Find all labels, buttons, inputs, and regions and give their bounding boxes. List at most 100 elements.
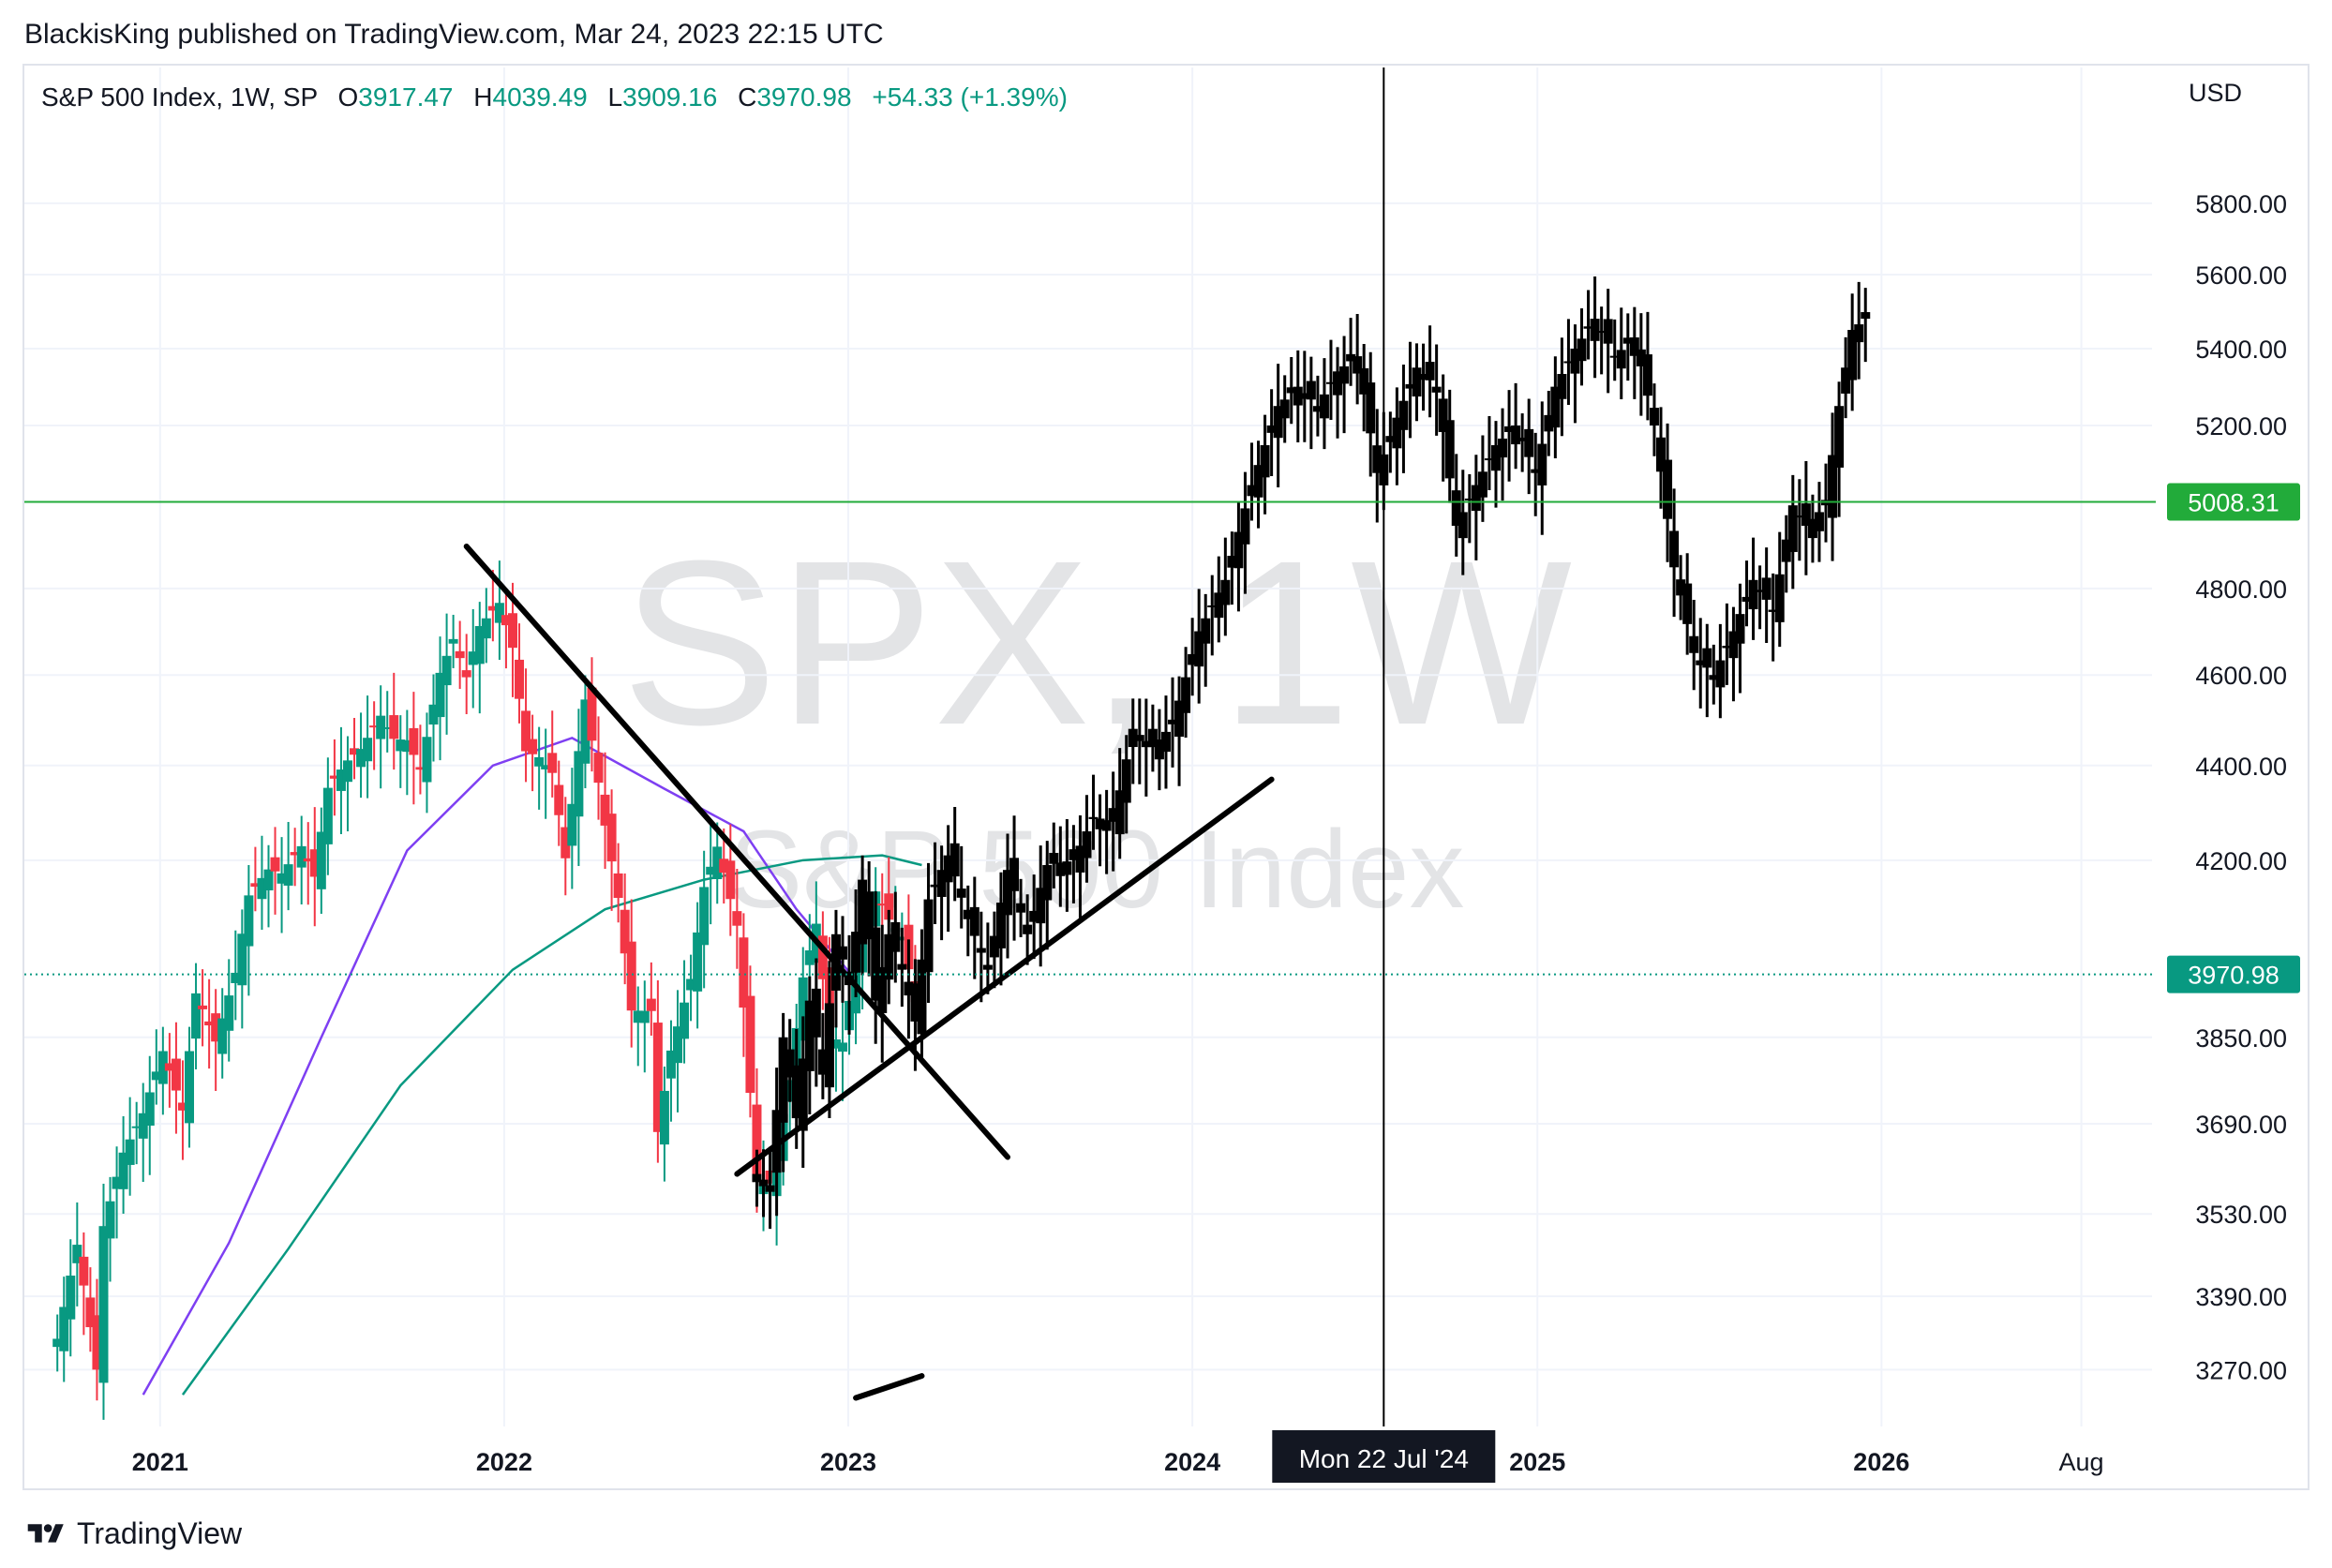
candle-body <box>151 1071 161 1081</box>
projection-body <box>1319 394 1329 419</box>
candle-body <box>144 1092 155 1127</box>
legend-close: 3970.98 <box>756 82 852 112</box>
last-price-badge <box>2167 955 2300 993</box>
projection-body <box>1787 505 1798 552</box>
projection-body <box>1471 485 1481 512</box>
projection-body <box>1154 739 1164 760</box>
projection-body <box>1616 350 1626 369</box>
projection-body <box>1814 512 1824 531</box>
projection-body <box>1095 818 1105 829</box>
projection-body <box>1207 605 1218 607</box>
projection-body <box>1412 367 1422 397</box>
projection-body <box>1504 426 1515 432</box>
crosshair-date-label: Mon 22 Jul '24 <box>1299 1444 1469 1473</box>
x-tick-label: 2024 <box>1164 1448 1220 1476</box>
projection-body <box>1629 336 1639 356</box>
candle-body <box>528 739 538 754</box>
projection-body <box>1385 436 1396 442</box>
projection-body <box>1279 399 1290 419</box>
candle-body <box>66 1276 76 1320</box>
projection-body <box>1655 437 1666 472</box>
trendline[interactable] <box>463 544 1011 1160</box>
projection-body <box>1649 408 1659 426</box>
candle-body <box>177 1102 187 1111</box>
candle-body <box>356 749 366 768</box>
candle-body <box>468 651 478 665</box>
projection-body <box>1841 367 1851 394</box>
footer-brand[interactable]: TradingView <box>77 1516 243 1550</box>
trendlines[interactable] <box>463 544 1275 1401</box>
projection-body <box>1188 653 1198 665</box>
footer: TradingView <box>24 1516 242 1551</box>
tradingview-logo-icon[interactable] <box>24 1520 67 1548</box>
candle-body <box>296 845 306 868</box>
projection-body <box>1405 383 1415 389</box>
candle-body <box>501 615 511 626</box>
projection-body <box>778 1037 788 1123</box>
candle-body <box>244 895 254 947</box>
projection-body <box>1353 356 1363 374</box>
projection-body <box>1755 590 1765 592</box>
projection-body <box>1233 531 1244 569</box>
projection-body <box>917 959 927 1035</box>
projection-body <box>1392 417 1402 449</box>
candle-body <box>435 672 445 718</box>
projection-body <box>1689 635 1699 653</box>
projection-body <box>1253 465 1263 498</box>
candle-body <box>693 932 703 992</box>
candle-body <box>237 933 247 986</box>
projection-body <box>1029 910 1039 922</box>
legend-open-label: O <box>337 82 359 112</box>
projection-body <box>1114 790 1125 835</box>
legend-symbol[interactable]: S&P 500 Index, 1W, SP <box>41 82 318 112</box>
candle-body <box>382 726 393 729</box>
candle-body <box>52 1338 63 1348</box>
y-tick-label: 5200.00 <box>2195 412 2287 441</box>
trendline[interactable] <box>734 776 1275 1177</box>
candle-body <box>712 846 723 880</box>
projection-body <box>1768 609 1778 612</box>
candle-body <box>719 859 729 874</box>
candle-body <box>131 1126 142 1128</box>
candle-body <box>461 670 471 678</box>
y-tick-label: 3690.00 <box>2195 1111 2287 1139</box>
projection-body <box>1722 645 1732 649</box>
projection-body <box>1312 406 1323 412</box>
candle-body <box>59 1307 69 1351</box>
candle-body <box>817 935 828 979</box>
x-tick-label: 2022 <box>476 1448 532 1476</box>
candle-body <box>680 1002 690 1039</box>
price-axis[interactable]: USD 5800.00 5600.00 5400.00 5200.00 4800.00 4… <box>2189 79 2287 1384</box>
projection-body <box>765 1185 775 1192</box>
time-axis[interactable]: 2021 2022 2023 2024 2025 2026 Aug <box>132 1448 2104 1476</box>
projection-body <box>1761 577 1771 600</box>
candle-body <box>283 864 293 886</box>
candle-body <box>125 1139 135 1165</box>
trendline[interactable] <box>853 1373 925 1401</box>
projection-body <box>982 964 993 970</box>
y-tick-label: 4400.00 <box>2195 753 2287 781</box>
projection-body <box>1101 820 1112 831</box>
projection-body <box>969 906 979 936</box>
last-price-label: 3970.98 <box>2188 962 2280 990</box>
chart-frame[interactable] <box>22 64 2310 1490</box>
projection-body <box>1286 387 1296 394</box>
projection-body <box>1214 592 1224 619</box>
projection-body <box>1544 414 1554 432</box>
projection-body <box>949 843 960 877</box>
candle-body <box>659 1090 669 1145</box>
projection-bars <box>752 276 1871 1230</box>
projection-body <box>1240 508 1250 545</box>
projection-body <box>1451 490 1461 526</box>
candle-body <box>600 794 610 826</box>
candle-body <box>231 972 241 983</box>
projection-body <box>1346 353 1356 362</box>
candle-body <box>428 704 439 725</box>
candle-body <box>481 618 491 639</box>
candle-body <box>191 993 202 1039</box>
projection-body <box>1160 731 1171 753</box>
projection-body <box>791 1065 801 1119</box>
projection-body <box>1511 425 1521 445</box>
projection-body <box>1847 330 1858 381</box>
